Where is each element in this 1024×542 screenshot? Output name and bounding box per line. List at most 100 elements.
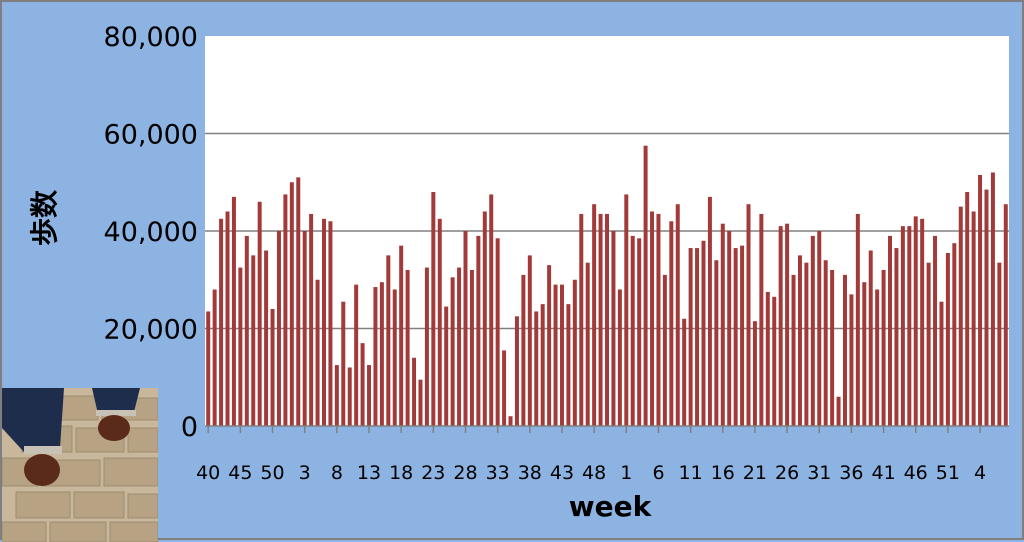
bar (688, 248, 693, 426)
bar (797, 255, 802, 427)
x-tick-label: 28 (453, 462, 477, 484)
x-tick-label: 6 (652, 462, 664, 484)
y-tick-label: 0 (181, 412, 198, 443)
bar (778, 226, 783, 426)
bar (881, 270, 886, 426)
bar (727, 231, 732, 426)
bar (553, 284, 558, 427)
bar (212, 289, 217, 426)
bar (534, 311, 539, 426)
bar (315, 279, 320, 426)
y-tick-label: 60,000 (104, 120, 198, 151)
bar (302, 231, 307, 426)
bar (695, 248, 700, 426)
bars (206, 145, 1008, 427)
bar (682, 318, 687, 426)
bar (830, 270, 835, 426)
x-tick-label: 18 (389, 462, 413, 484)
bar (933, 235, 938, 427)
bar (701, 240, 706, 426)
bar (379, 282, 384, 426)
bar (740, 245, 745, 427)
bar (971, 211, 976, 426)
bar (791, 274, 796, 427)
bar (592, 204, 597, 426)
bar (997, 262, 1002, 426)
bar (469, 270, 474, 426)
x-tick-label: 41 (872, 462, 896, 484)
bar (669, 221, 674, 426)
bar (399, 245, 404, 427)
bar (547, 265, 552, 427)
bar (804, 262, 809, 426)
bar (650, 211, 655, 426)
y-tick-label: 40,000 (104, 217, 198, 248)
bar (643, 145, 648, 426)
bar (675, 204, 680, 426)
bar (540, 304, 545, 427)
bar (662, 274, 667, 427)
bar (392, 289, 397, 426)
bar (765, 291, 770, 426)
bar (752, 321, 757, 426)
bar (605, 213, 609, 426)
bar (907, 226, 912, 426)
bar (508, 416, 513, 426)
bar (514, 316, 519, 426)
x-tick-label: 23 (421, 462, 445, 484)
bar (444, 306, 449, 426)
bar (341, 301, 346, 426)
bar (354, 284, 359, 427)
bar (733, 248, 738, 426)
bar (707, 196, 712, 427)
bar (1003, 204, 1008, 426)
bar (424, 267, 429, 426)
bar (611, 231, 616, 426)
bar (521, 274, 526, 427)
bar (785, 223, 790, 426)
x-tick-label: 43 (550, 462, 574, 484)
y-tick-labels: 0 20,000 40,000 60,000 80,000 (104, 22, 198, 443)
bar (360, 343, 365, 427)
bar (617, 289, 622, 426)
bar (463, 231, 468, 426)
bar (373, 287, 378, 426)
bar (984, 189, 989, 426)
bar (502, 350, 507, 426)
x-tick-label: 50 (260, 462, 284, 484)
bar (656, 213, 661, 426)
bar (264, 250, 269, 426)
bar (900, 226, 905, 426)
bar (855, 213, 860, 426)
bar (637, 238, 642, 426)
bar (489, 194, 494, 426)
bar (322, 218, 326, 426)
bar (219, 218, 224, 426)
bar (412, 357, 417, 426)
x-tick-label: 33 (486, 462, 510, 484)
bar (990, 172, 995, 426)
y-tick-label: 80,000 (104, 22, 198, 53)
bar (257, 201, 262, 426)
bar (334, 365, 339, 426)
bar (965, 192, 970, 426)
bar (585, 262, 590, 426)
bar (572, 279, 577, 426)
bar (926, 262, 931, 426)
bar (231, 196, 236, 427)
x-axis-title: week (569, 490, 653, 523)
bar (714, 260, 719, 426)
bar (579, 213, 584, 426)
bar (347, 367, 352, 426)
bar (598, 213, 603, 426)
bar (431, 192, 436, 426)
x-tick-label: 36 (839, 462, 863, 484)
x-tick-label: 46 (904, 462, 928, 484)
bar (405, 270, 410, 426)
bar (720, 223, 725, 426)
x-tick-labels: 40 45 50 3 8 13 18 23 28 33 38 43 48 1 6 11 16 21 26 31 36 41… (196, 426, 986, 484)
bar (225, 211, 230, 426)
x-tick-label: 16 (711, 462, 735, 484)
bar (868, 250, 873, 426)
